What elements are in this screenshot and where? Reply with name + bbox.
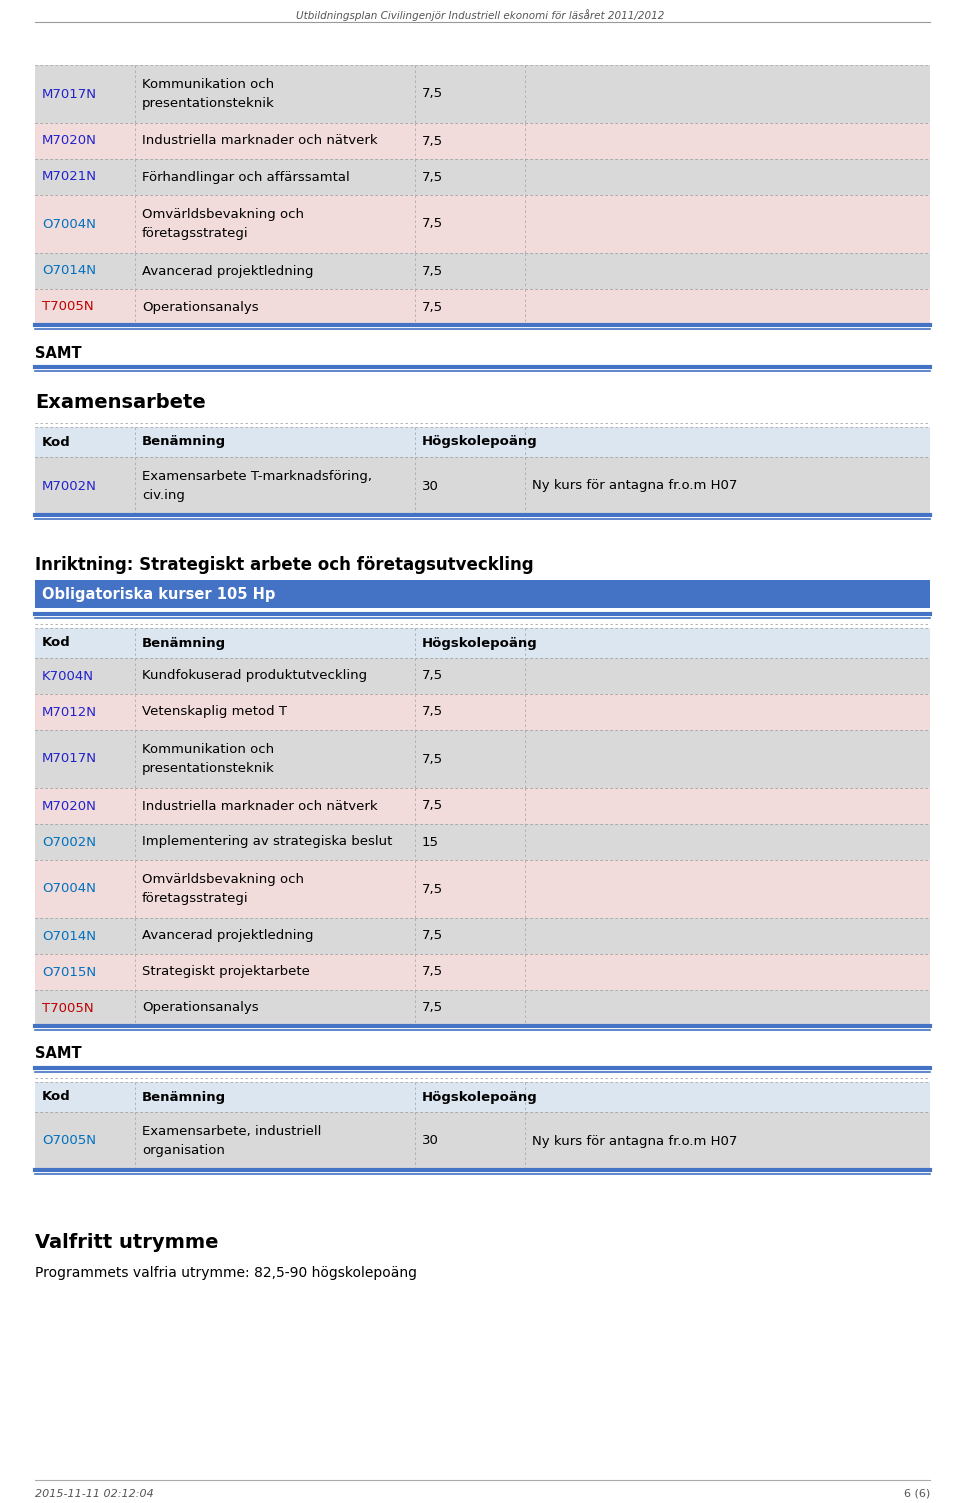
Text: Examensarbete, industriell: Examensarbete, industriell (142, 1124, 322, 1138)
Text: 7,5: 7,5 (422, 705, 444, 718)
Text: Examensarbete T-marknadsföring,: Examensarbete T-marknadsföring, (142, 469, 372, 482)
Text: 7,5: 7,5 (422, 800, 444, 813)
Text: O7002N: O7002N (42, 836, 96, 849)
Text: Ny kurs för antagna fr.o.m H07: Ny kurs för antagna fr.o.m H07 (532, 479, 737, 493)
Text: Avancerad projektledning: Avancerad projektledning (142, 265, 314, 278)
Text: Benämning: Benämning (142, 436, 227, 448)
Text: Industriella marknader och nätverk: Industriella marknader och nätverk (142, 134, 377, 147)
Bar (35, 457, 930, 516)
Text: M7017N: M7017N (42, 753, 97, 765)
Text: Kod: Kod (42, 436, 71, 448)
Text: O7014N: O7014N (42, 265, 96, 278)
Text: Kod: Kod (42, 636, 71, 649)
Bar (35, 788, 930, 824)
Text: Implementering av strategiska beslut: Implementering av strategiska beslut (142, 836, 393, 849)
Text: M7017N: M7017N (42, 87, 97, 101)
Text: presentationsteknik: presentationsteknik (142, 98, 275, 110)
Text: O7015N: O7015N (42, 965, 96, 978)
Bar (35, 159, 930, 195)
Bar (35, 1112, 930, 1169)
Text: 7,5: 7,5 (422, 753, 444, 765)
Text: 7,5: 7,5 (422, 1001, 444, 1015)
Text: M7002N: M7002N (42, 479, 97, 493)
Text: 7,5: 7,5 (422, 669, 444, 682)
Text: företagsstrategi: företagsstrategi (142, 893, 249, 905)
Text: Högskolepoäng: Högskolepoäng (422, 1091, 538, 1103)
Text: 7,5: 7,5 (422, 965, 444, 978)
Text: Kundfokuserad produktutveckling: Kundfokuserad produktutveckling (142, 669, 367, 682)
Text: Operationsanalys: Operationsanalys (142, 1001, 258, 1015)
Text: företagsstrategi: företagsstrategi (142, 227, 249, 240)
Text: Kommunikation och: Kommunikation och (142, 78, 275, 90)
Text: M7020N: M7020N (42, 134, 97, 147)
Text: Operationsanalys: Operationsanalys (142, 301, 258, 314)
Bar (35, 580, 930, 609)
Bar (35, 694, 930, 730)
Text: O7004N: O7004N (42, 882, 96, 896)
Bar (35, 427, 930, 457)
Text: Högskolepoäng: Högskolepoäng (422, 436, 538, 448)
Bar (35, 289, 930, 325)
Bar (35, 918, 930, 954)
Text: Ny kurs för antagna fr.o.m H07: Ny kurs för antagna fr.o.m H07 (532, 1135, 737, 1147)
Bar (35, 824, 930, 860)
Text: M7021N: M7021N (42, 170, 97, 183)
Text: 7,5: 7,5 (422, 301, 444, 314)
Bar (35, 730, 930, 788)
Bar (35, 990, 930, 1027)
Text: 7,5: 7,5 (422, 134, 444, 147)
Text: M7012N: M7012N (42, 705, 97, 718)
Text: K7004N: K7004N (42, 669, 94, 682)
Text: 7,5: 7,5 (422, 87, 444, 101)
Text: O7005N: O7005N (42, 1135, 96, 1147)
Bar (35, 860, 930, 918)
Text: 6 (6): 6 (6) (903, 1489, 930, 1498)
Text: Examensarbete: Examensarbete (35, 394, 205, 412)
Text: 30: 30 (422, 479, 439, 493)
Text: 7,5: 7,5 (422, 929, 444, 942)
Text: SAMT: SAMT (35, 346, 82, 361)
Text: Kod: Kod (42, 1091, 71, 1103)
Text: 7,5: 7,5 (422, 170, 444, 183)
Bar (35, 1082, 930, 1112)
Text: Högskolepoäng: Högskolepoäng (422, 636, 538, 649)
Text: Benämning: Benämning (142, 636, 227, 649)
Bar (35, 123, 930, 159)
Text: 7,5: 7,5 (422, 882, 444, 896)
Text: Kommunikation och: Kommunikation och (142, 742, 275, 756)
Text: 7,5: 7,5 (422, 218, 444, 230)
Text: 7,5: 7,5 (422, 265, 444, 278)
Bar (35, 658, 930, 694)
Text: 2015-11-11 02:12:04: 2015-11-11 02:12:04 (35, 1489, 154, 1498)
Bar (35, 65, 930, 123)
Text: 15: 15 (422, 836, 439, 849)
Text: civ.ing: civ.ing (142, 490, 185, 502)
Text: Vetenskaplig metod T: Vetenskaplig metod T (142, 705, 287, 718)
Text: O7014N: O7014N (42, 929, 96, 942)
Bar (35, 628, 930, 658)
Text: Valfritt utrymme: Valfritt utrymme (35, 1232, 219, 1252)
Text: T7005N: T7005N (42, 1001, 94, 1015)
Text: Utbildningsplan Civilingenjör Industriell ekonomi för läsåret 2011/2012: Utbildningsplan Civilingenjör Industriel… (296, 9, 664, 21)
Text: Förhandlingar och affärssamtal: Förhandlingar och affärssamtal (142, 170, 349, 183)
Text: Obligatoriska kurser 105 Hp: Obligatoriska kurser 105 Hp (42, 586, 276, 601)
Bar (35, 253, 930, 289)
Text: 30: 30 (422, 1135, 439, 1147)
Text: M7020N: M7020N (42, 800, 97, 813)
Text: Industriella marknader och nätverk: Industriella marknader och nätverk (142, 800, 377, 813)
Text: O7004N: O7004N (42, 218, 96, 230)
Text: Avancerad projektledning: Avancerad projektledning (142, 929, 314, 942)
Bar (35, 195, 930, 253)
Text: Strategiskt projektarbete: Strategiskt projektarbete (142, 965, 310, 978)
Text: Omvärldsbevakning och: Omvärldsbevakning och (142, 207, 304, 221)
Text: organisation: organisation (142, 1144, 225, 1157)
Text: T7005N: T7005N (42, 301, 94, 314)
Text: Benämning: Benämning (142, 1091, 227, 1103)
Text: Programmets valfria utrymme: 82,5-90 högskolepoäng: Programmets valfria utrymme: 82,5-90 hög… (35, 1266, 417, 1281)
Text: Inriktning: Strategiskt arbete och företagsutveckling: Inriktning: Strategiskt arbete och föret… (35, 556, 534, 574)
Bar (35, 954, 930, 990)
Text: Omvärldsbevakning och: Omvärldsbevakning och (142, 873, 304, 885)
Text: SAMT: SAMT (35, 1046, 82, 1061)
Text: presentationsteknik: presentationsteknik (142, 762, 275, 776)
